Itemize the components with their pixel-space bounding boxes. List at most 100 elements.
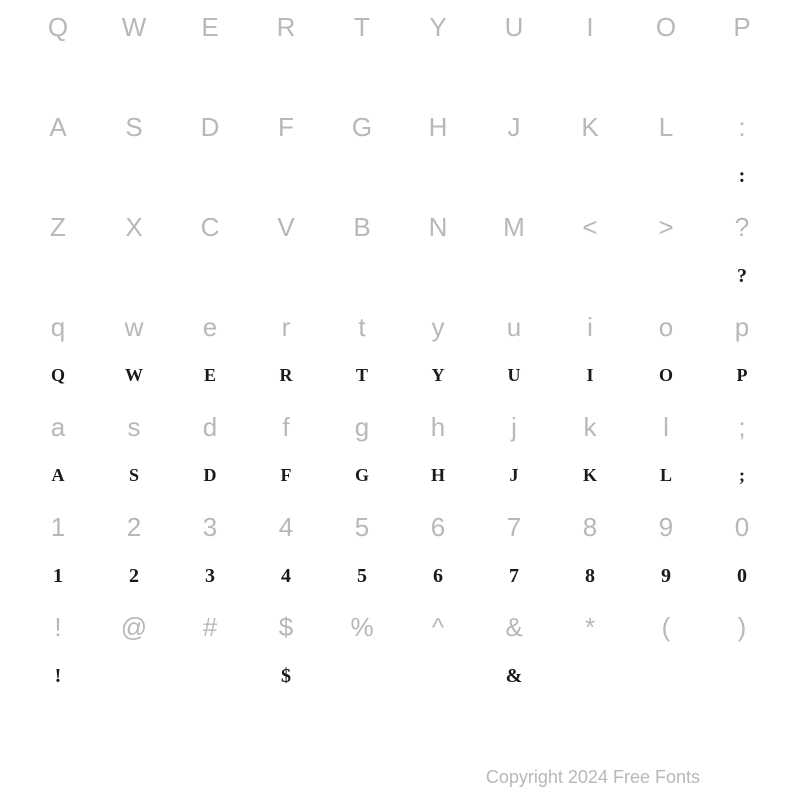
glyph: 3 bbox=[205, 566, 215, 586]
key-label: 8 bbox=[583, 514, 597, 540]
charmap-cell: I bbox=[552, 6, 628, 106]
key-label: p bbox=[735, 314, 749, 340]
glyph: Q bbox=[51, 366, 65, 384]
charmap-row: ASDFGHJKL:: bbox=[0, 106, 800, 206]
key-label: 4 bbox=[279, 514, 293, 540]
key-label: V bbox=[277, 214, 294, 240]
charmap-cell: V bbox=[248, 206, 324, 306]
glyph: : bbox=[739, 166, 746, 186]
charmap-cell: !! bbox=[20, 606, 96, 706]
charmap-cell: gG bbox=[324, 406, 400, 506]
glyph: J bbox=[510, 466, 519, 484]
key-label: 7 bbox=[507, 514, 521, 540]
charmap-cell: 77 bbox=[476, 506, 552, 606]
key-label: P bbox=[733, 14, 750, 40]
key-label: & bbox=[505, 614, 522, 640]
key-label: e bbox=[203, 314, 217, 340]
glyph: 0 bbox=[737, 566, 747, 586]
glyph: 9 bbox=[661, 566, 671, 586]
charmap-cell: U bbox=[476, 6, 552, 106]
key-label: u bbox=[507, 314, 521, 340]
key-label: k bbox=[584, 414, 597, 440]
charmap-cell: ) bbox=[704, 606, 780, 706]
key-label: H bbox=[429, 114, 448, 140]
charmap-cell: uU bbox=[476, 306, 552, 406]
key-label: i bbox=[587, 314, 593, 340]
charmap-cell: H bbox=[400, 106, 476, 206]
charmap-cell: F bbox=[248, 106, 324, 206]
charmap-cell: E bbox=[172, 6, 248, 106]
glyph: 6 bbox=[433, 566, 443, 586]
charmap-cell: qQ bbox=[20, 306, 96, 406]
charmap-cell: Y bbox=[400, 6, 476, 106]
charmap-cell: 88 bbox=[552, 506, 628, 606]
glyph: T bbox=[356, 366, 368, 384]
charmap-cell: :: bbox=[704, 106, 780, 206]
key-label: G bbox=[352, 114, 372, 140]
charmap-cell: eE bbox=[172, 306, 248, 406]
charmap-cell: pP bbox=[704, 306, 780, 406]
key-label: # bbox=[203, 614, 217, 640]
key-label: a bbox=[51, 414, 65, 440]
glyph: W bbox=[125, 366, 143, 384]
glyph: ; bbox=[739, 466, 745, 484]
key-label: o bbox=[659, 314, 673, 340]
key-label: 2 bbox=[127, 514, 141, 540]
key-label: 3 bbox=[203, 514, 217, 540]
key-label: w bbox=[125, 314, 144, 340]
charmap-cell: S bbox=[96, 106, 172, 206]
glyph: E bbox=[204, 366, 216, 384]
charmap-cell: A bbox=[20, 106, 96, 206]
charmap-row: 11223344556677889900 bbox=[0, 506, 800, 606]
glyph: 1 bbox=[53, 566, 63, 586]
glyph: A bbox=[52, 466, 65, 484]
key-label: S bbox=[125, 114, 142, 140]
key-label: C bbox=[201, 214, 220, 240]
glyph: H bbox=[431, 466, 445, 484]
charmap-cell: ( bbox=[628, 606, 704, 706]
charmap-row: !!@#$$%^&&*() bbox=[0, 606, 800, 706]
key-label: X bbox=[125, 214, 142, 240]
key-label: t bbox=[358, 314, 365, 340]
glyph: K bbox=[583, 466, 597, 484]
key-label: I bbox=[586, 14, 593, 40]
charmap-cell: rR bbox=[248, 306, 324, 406]
glyph: F bbox=[281, 466, 292, 484]
charmap-cell: kK bbox=[552, 406, 628, 506]
key-label: r bbox=[282, 314, 291, 340]
key-label: Q bbox=[48, 14, 68, 40]
glyph: & bbox=[506, 666, 523, 686]
key-label: F bbox=[278, 114, 294, 140]
charmap-cell: lL bbox=[628, 406, 704, 506]
charmap-cell: 99 bbox=[628, 506, 704, 606]
charmap-cell: 66 bbox=[400, 506, 476, 606]
charmap-row: aAsSdDfFgGhHjJkKlL;; bbox=[0, 406, 800, 506]
charmap-cell: P bbox=[704, 6, 780, 106]
charmap-cell: B bbox=[324, 206, 400, 306]
key-label: N bbox=[429, 214, 448, 240]
key-label: D bbox=[201, 114, 220, 140]
charmap-cell: O bbox=[628, 6, 704, 106]
charmap-cell: 33 bbox=[172, 506, 248, 606]
charmap-cell: tT bbox=[324, 306, 400, 406]
key-label: U bbox=[505, 14, 524, 40]
charmap-cell: N bbox=[400, 206, 476, 306]
copyright-text: Copyright 2024 Free Fonts bbox=[486, 767, 700, 788]
glyph: P bbox=[737, 366, 748, 384]
glyph: L bbox=[660, 466, 672, 484]
glyph: 7 bbox=[509, 566, 519, 586]
key-label: h bbox=[431, 414, 445, 440]
key-label: 9 bbox=[659, 514, 673, 540]
charmap-cell: oO bbox=[628, 306, 704, 406]
glyph: $ bbox=[281, 666, 291, 686]
key-label: ! bbox=[54, 614, 61, 640]
charmap-cell: ^ bbox=[400, 606, 476, 706]
charmap-cell: M bbox=[476, 206, 552, 306]
charmap-cell: ;; bbox=[704, 406, 780, 506]
key-label: % bbox=[350, 614, 373, 640]
glyph: O bbox=[659, 366, 673, 384]
charmap-cell: 55 bbox=[324, 506, 400, 606]
key-label: 0 bbox=[735, 514, 749, 540]
key-label: T bbox=[354, 14, 370, 40]
charmap-cell: Q bbox=[20, 6, 96, 106]
